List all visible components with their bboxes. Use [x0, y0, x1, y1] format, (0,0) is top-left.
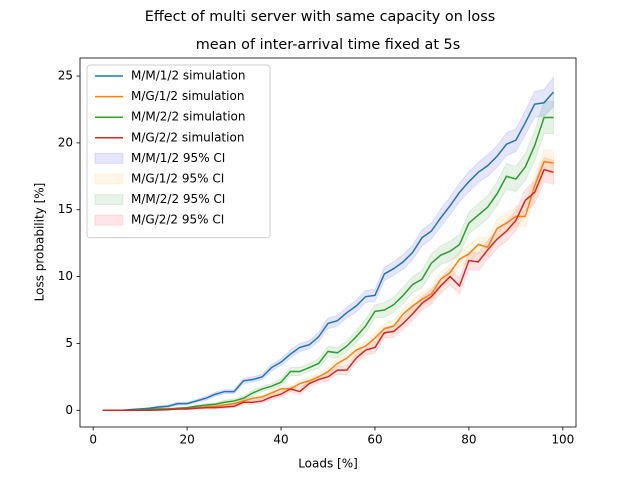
- legend-label: M/M/2/2 simulation: [131, 110, 245, 124]
- x-tick-label: 20: [179, 433, 194, 447]
- y-tick-label: 15: [58, 202, 73, 216]
- x-tick-label: 60: [367, 433, 382, 447]
- series-line: [102, 91, 555, 412]
- y-tick-label: 0: [65, 403, 73, 417]
- chart-title: mean of inter-arrival time fixed at 5s: [196, 37, 460, 53]
- x-tick-label: 80: [461, 433, 476, 447]
- legend-swatch: [94, 214, 124, 226]
- y-tick-label: 10: [58, 269, 73, 283]
- y-tick-label: 20: [58, 135, 73, 149]
- legend-label: M/M/1/2 simulation: [131, 69, 245, 83]
- x-tick-label: 0: [89, 433, 97, 447]
- x-tick-label: 100: [551, 433, 574, 447]
- legend-label: M/G/2/2 simulation: [131, 130, 244, 144]
- legend-box: [86, 64, 271, 239]
- legend-swatch: [94, 152, 124, 164]
- legend-label: M/G/1/2 simulation: [131, 89, 244, 103]
- legend-label: M/M/1/2 95% CI: [131, 151, 225, 165]
- y-tick-label: 5: [65, 336, 73, 350]
- axes-frame: [79, 57, 577, 428]
- legend-label: M/G/1/2 95% CI: [131, 172, 224, 186]
- suptitle: Effect of multi server with same capacit…: [145, 9, 495, 25]
- x-tick-label: 40: [273, 433, 288, 447]
- series-line: [102, 168, 554, 412]
- y-tick-label: 25: [58, 69, 73, 83]
- legend-label: M/G/2/2 95% CI: [131, 213, 224, 227]
- legend-swatch: [94, 194, 124, 206]
- y-axis-label: Loss probability [%]: [33, 183, 47, 302]
- legend-swatch: [94, 173, 124, 185]
- legend-label: M/M/2/2 95% CI: [131, 192, 225, 206]
- x-axis-label: Loads [%]: [298, 457, 358, 471]
